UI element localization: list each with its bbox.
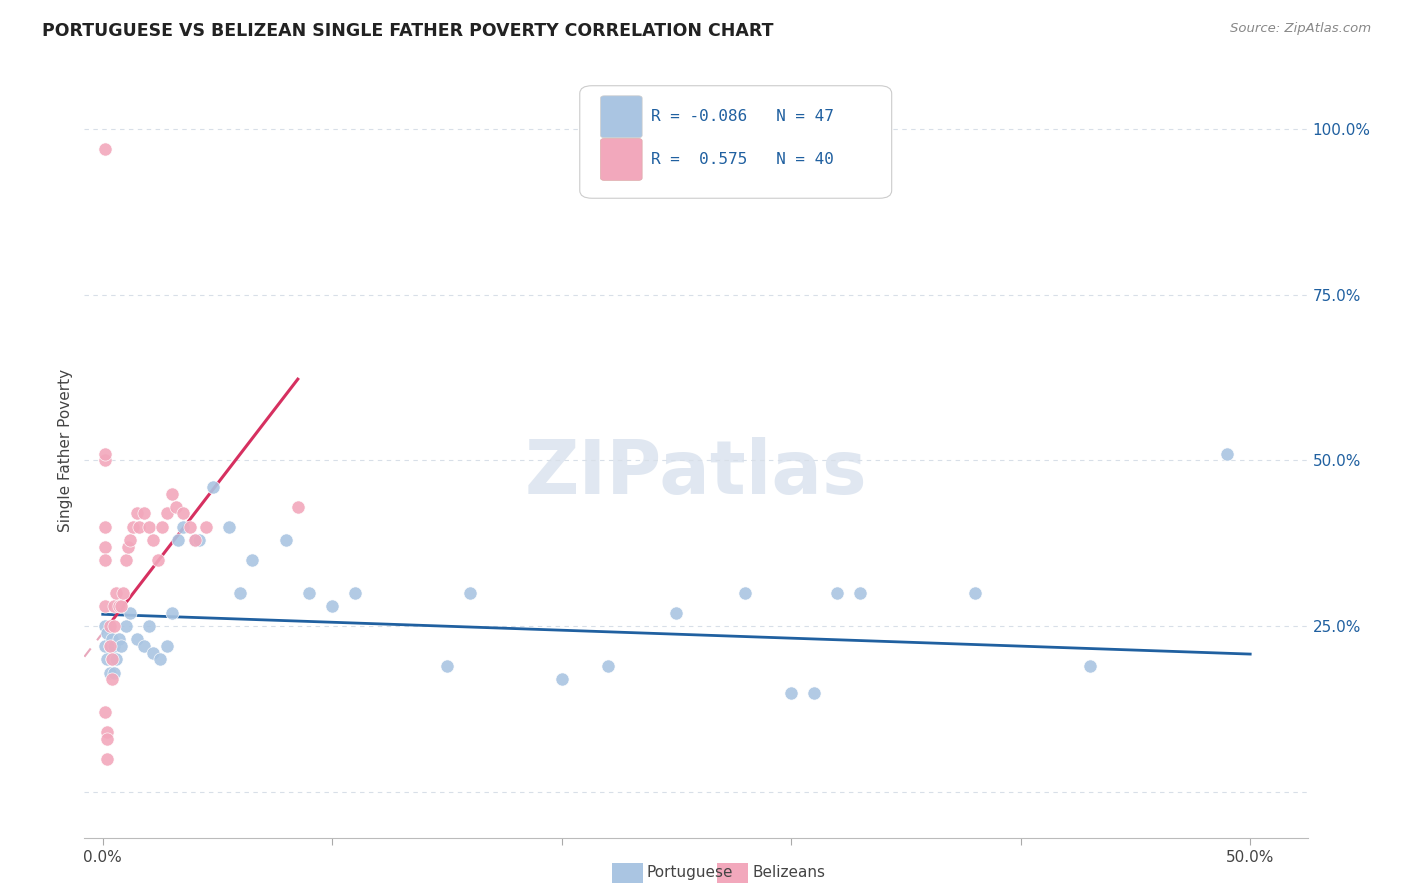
Point [138,520,160,534]
FancyBboxPatch shape [600,95,643,137]
Y-axis label: Single Father Poverty: Single Father Poverty [58,369,73,532]
Point [94,540,117,554]
Point [132,507,155,521]
Point [96,652,118,666]
Point [138,619,160,633]
Point [94,520,117,534]
Point [218,520,240,534]
Point [103,665,125,680]
Point [229,586,252,600]
Point [94,553,117,567]
Point [127,507,149,521]
Point [849,586,872,600]
Point [780,685,803,699]
Point [172,520,194,534]
Point [103,619,125,633]
Point [121,520,143,534]
Point [142,533,165,547]
Point [98,639,121,653]
Point [117,540,139,554]
Point [101,632,124,647]
Point [127,632,149,647]
Point [101,652,124,666]
Point [107,632,129,647]
Point [101,673,124,687]
Point [96,752,118,766]
Point [195,520,218,534]
Point [160,606,183,620]
Point [665,606,688,620]
Point [103,599,125,614]
Point [98,639,121,653]
Text: PORTUGUESE VS BELIZEAN SINGLE FATHER POVERTY CORRELATION CHART: PORTUGUESE VS BELIZEAN SINGLE FATHER POV… [42,22,773,40]
Point [107,599,129,614]
Point [94,453,117,467]
Point [101,652,124,666]
Point [94,142,117,156]
Point [114,619,136,633]
Point [128,520,150,534]
Point [96,625,118,640]
Point [172,507,194,521]
Point [183,533,205,547]
Text: Belizeans: Belizeans [752,865,825,880]
Point [96,725,118,739]
Point [436,659,458,673]
Point [344,586,367,600]
Point [114,553,136,567]
Point [179,520,201,534]
FancyBboxPatch shape [600,138,643,180]
Point [183,533,205,547]
Text: ZIPatlas: ZIPatlas [524,437,868,510]
Point [165,500,187,514]
Point [240,553,263,567]
Point [276,533,298,547]
Point [98,665,121,680]
Point [94,447,117,461]
Point [156,507,179,521]
Point [120,606,142,620]
Point [132,639,155,653]
Point [287,500,309,514]
Point [167,533,190,547]
Point [551,673,574,687]
Point [1078,659,1101,673]
Point [105,586,128,600]
Point [321,599,343,614]
Point [963,586,986,600]
Point [94,706,117,720]
Point [188,533,211,547]
Point [149,652,172,666]
Point [120,533,142,547]
Point [110,639,132,653]
Point [160,486,183,500]
Point [98,619,121,633]
Point [596,659,619,673]
Point [103,639,125,653]
Point [825,586,848,600]
Point [94,599,117,614]
FancyBboxPatch shape [579,86,891,198]
Point [94,619,117,633]
Point [105,652,128,666]
Text: Portuguese: Portuguese [647,865,734,880]
Point [96,731,118,746]
Point [1216,447,1239,461]
Point [142,646,165,660]
Point [803,685,825,699]
Text: R = -0.086   N = 47: R = -0.086 N = 47 [651,109,834,124]
Point [734,586,756,600]
Point [110,599,132,614]
Point [112,586,135,600]
Point [298,586,321,600]
Point [150,520,173,534]
Point [156,639,179,653]
Text: R =  0.575   N = 40: R = 0.575 N = 40 [651,152,834,167]
Point [146,553,169,567]
Point [94,639,117,653]
Point [201,480,224,494]
Point [458,586,481,600]
Text: Source: ZipAtlas.com: Source: ZipAtlas.com [1230,22,1371,36]
